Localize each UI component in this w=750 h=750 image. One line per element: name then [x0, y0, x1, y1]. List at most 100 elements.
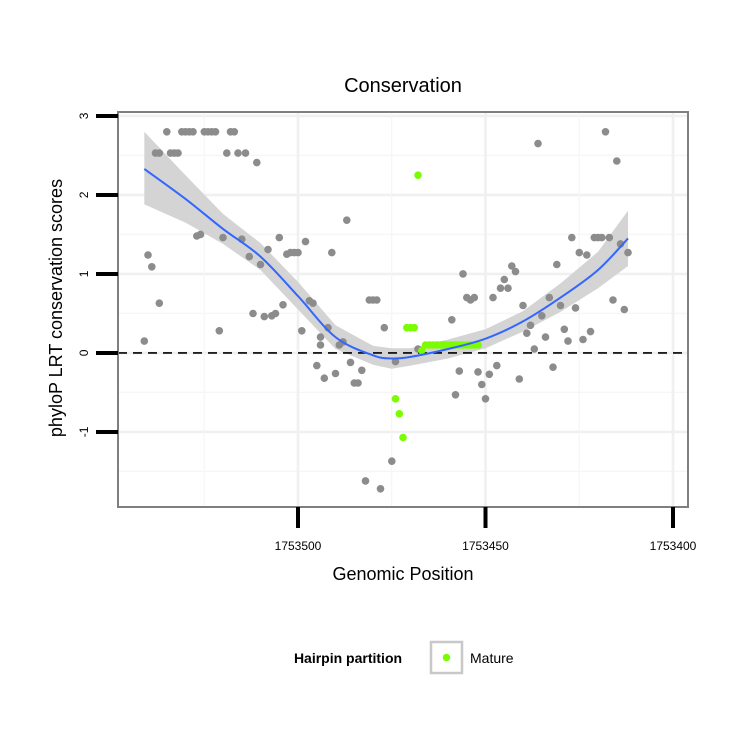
data-point-other: [496, 284, 505, 293]
data-point-other: [579, 335, 587, 344]
data-point-other: [301, 237, 310, 246]
x-axis-title: Genomic Position: [332, 564, 473, 584]
y-tick-label: 1: [77, 270, 91, 277]
x-tick-label: 1753450: [462, 539, 509, 553]
data-point-other: [534, 139, 542, 148]
data-point-other: [320, 374, 329, 383]
data-point-other: [605, 233, 614, 242]
data-point-other: [620, 305, 629, 314]
data-point-other: [223, 149, 231, 157]
data-point-mature: [474, 341, 482, 349]
data-point-other: [155, 299, 164, 308]
data-point-other: [298, 327, 306, 335]
chart-title: Conservation: [344, 75, 462, 97]
data-point-other: [511, 267, 520, 276]
data-point-other: [586, 327, 595, 336]
data-point-other: [328, 248, 336, 257]
data-point-other: [271, 309, 280, 318]
data-point-other: [526, 321, 535, 330]
data-point-other: [313, 361, 321, 370]
data-point-other: [568, 233, 576, 242]
data-point-other: [624, 248, 632, 257]
data-point-mature: [410, 323, 419, 332]
data-point-other: [549, 363, 557, 372]
data-point-mature: [414, 171, 422, 179]
data-point-other: [196, 230, 205, 239]
legend-key-box: [429, 640, 464, 675]
data-point-other: [530, 345, 539, 353]
data-point-other: [219, 233, 227, 242]
data-point-other: [538, 312, 546, 320]
data-point-other: [155, 149, 164, 157]
data-point-other: [343, 216, 351, 224]
data-point-other: [361, 477, 370, 485]
data-point-other: [249, 309, 257, 318]
data-point-other: [189, 128, 197, 136]
data-point-other: [571, 304, 580, 312]
data-points-layer: [140, 128, 632, 493]
data-point-other: [215, 327, 224, 335]
data-point-other: [455, 367, 464, 375]
y-axis-title: phyloP LRT conservation scores: [46, 179, 66, 437]
data-point-other: [275, 233, 284, 242]
y-tick-label: 2: [77, 191, 91, 198]
data-point-other: [564, 337, 572, 345]
data-point-other: [309, 299, 317, 308]
data-point-other: [316, 341, 325, 349]
data-point-other: [252, 158, 261, 167]
data-point-other: [515, 375, 524, 383]
data-point-other: [560, 325, 569, 334]
data-point-other: [260, 312, 269, 321]
y-tick-label: -1: [77, 426, 91, 437]
data-point-mature: [395, 410, 404, 418]
data-point-mature: [418, 346, 426, 355]
data-point-other: [388, 457, 396, 466]
axes: 3 2 1 0 -1 1753500 1753450 1753400: [77, 112, 697, 553]
data-point-other: [380, 323, 389, 332]
data-point-other: [500, 275, 509, 284]
data-point-other: [448, 316, 456, 324]
legend: Hairpin partition Mature: [294, 640, 514, 675]
data-point-other: [294, 248, 302, 257]
data-point-other: [609, 296, 617, 304]
data-point-other: [376, 485, 385, 493]
data-point-other: [346, 358, 355, 367]
data-point-other: [601, 128, 610, 136]
legend-label-mature: Mature: [470, 650, 514, 666]
data-point-other: [264, 245, 272, 254]
data-point-other: [545, 293, 554, 302]
data-point-other: [391, 357, 400, 366]
y-tick-label: 0: [77, 349, 91, 356]
data-point-other: [575, 248, 584, 257]
data-point-other: [523, 329, 531, 338]
data-point-other: [508, 262, 516, 270]
x-tick-label: 1753400: [650, 539, 697, 553]
data-point-other: [519, 301, 527, 310]
data-point-mature: [399, 433, 407, 442]
data-point-other: [358, 366, 366, 375]
grid-lines: [118, 112, 688, 507]
data-point-other: [354, 379, 362, 387]
data-point-other: [211, 128, 220, 136]
x-tick-label: 1753500: [275, 539, 322, 553]
data-point-other: [583, 251, 591, 259]
confidence-ribbon: [144, 131, 629, 369]
data-point-other: [148, 263, 156, 271]
data-point-other: [279, 301, 287, 309]
data-point-other: [493, 361, 501, 370]
y-tick-label: 3: [77, 112, 91, 119]
data-point-other: [598, 233, 606, 242]
data-point-other: [485, 370, 494, 379]
data-point-other: [470, 293, 479, 302]
data-point-other: [163, 128, 171, 136]
data-point-other: [245, 252, 254, 261]
data-point-other: [481, 395, 490, 403]
data-point-other: [474, 368, 482, 376]
confidence-ribbon-layer: [144, 131, 629, 369]
data-point-other: [459, 270, 467, 278]
data-point-other: [478, 380, 486, 389]
data-point-other: [489, 293, 497, 302]
data-point-other: [174, 149, 182, 157]
data-point-other: [451, 391, 460, 399]
